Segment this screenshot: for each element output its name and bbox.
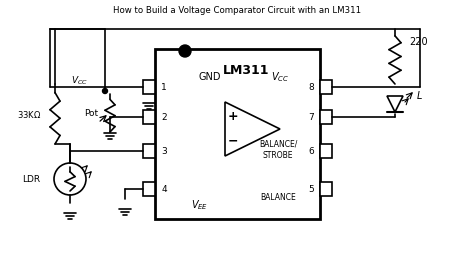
Text: LDR: LDR xyxy=(22,175,40,184)
Text: GND: GND xyxy=(199,72,221,82)
Text: 7: 7 xyxy=(308,113,314,121)
Text: 5: 5 xyxy=(308,184,314,193)
Polygon shape xyxy=(225,102,280,156)
Text: 220: 220 xyxy=(409,37,428,47)
Text: 1: 1 xyxy=(161,82,167,92)
Text: BALANCE/: BALANCE/ xyxy=(259,139,297,149)
Bar xyxy=(143,110,155,124)
Text: −: − xyxy=(228,135,238,147)
Text: LM311: LM311 xyxy=(222,64,269,78)
Bar xyxy=(320,144,332,158)
Bar xyxy=(143,182,155,196)
Bar xyxy=(155,49,320,219)
Text: $V_{EE}$: $V_{EE}$ xyxy=(191,198,209,212)
Polygon shape xyxy=(387,96,403,112)
Text: STROBE: STROBE xyxy=(263,152,293,161)
Text: +: + xyxy=(228,110,238,124)
Bar xyxy=(320,80,332,94)
Text: 8: 8 xyxy=(308,82,314,92)
Circle shape xyxy=(102,89,108,93)
Bar xyxy=(143,80,155,94)
Text: $V_{CC}$: $V_{CC}$ xyxy=(271,70,289,84)
Text: Pot: Pot xyxy=(84,109,98,118)
Text: 33K$\Omega$: 33K$\Omega$ xyxy=(17,109,41,119)
Circle shape xyxy=(179,45,191,57)
Bar xyxy=(320,110,332,124)
Bar xyxy=(320,182,332,196)
Text: How to Build a Voltage Comparator Circuit with an LM311: How to Build a Voltage Comparator Circui… xyxy=(113,6,361,15)
Bar xyxy=(143,144,155,158)
Text: 4: 4 xyxy=(161,184,167,193)
Text: 2: 2 xyxy=(161,113,167,121)
Text: 6: 6 xyxy=(308,147,314,156)
Text: BALANCE: BALANCE xyxy=(260,193,296,201)
Text: L: L xyxy=(417,91,422,101)
Text: 3: 3 xyxy=(161,147,167,156)
Text: $V_{CC}$: $V_{CC}$ xyxy=(71,75,88,87)
Circle shape xyxy=(54,163,86,195)
